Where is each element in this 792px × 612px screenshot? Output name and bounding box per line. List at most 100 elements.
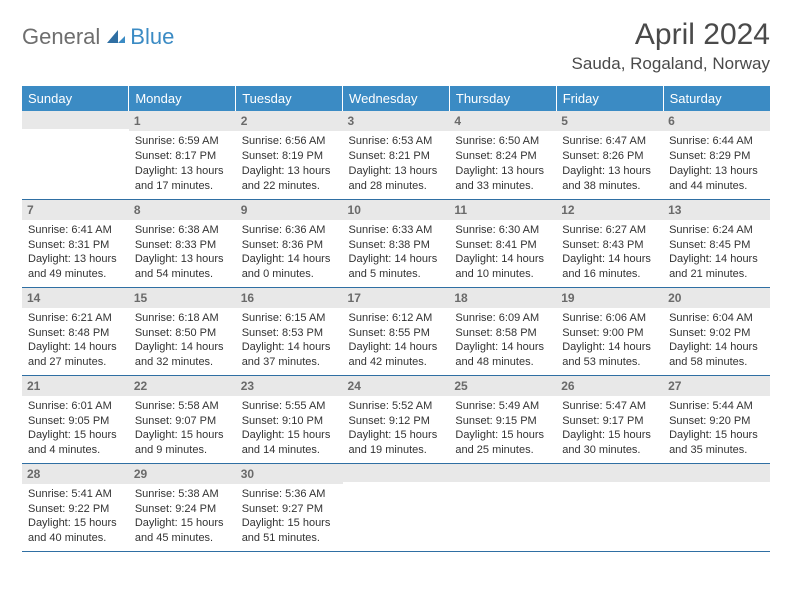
sunset-line: Sunset: 8:21 PM [349,149,444,164]
day-number: 11 [449,200,556,220]
sunrise-line: Sunrise: 6:06 AM [562,311,657,326]
day-number: 5 [556,111,663,131]
sunrise-line: Sunrise: 6:30 AM [455,223,550,238]
sunset-line: Sunset: 9:20 PM [669,414,764,429]
sunrise-line: Sunrise: 6:36 AM [242,223,337,238]
daylight-line: Daylight: 13 hours and 22 minutes. [242,164,337,194]
day-number: 25 [449,376,556,396]
sunset-line: Sunset: 8:41 PM [455,238,550,253]
calendar-day-cell: 2Sunrise: 6:56 AMSunset: 8:19 PMDaylight… [236,111,343,199]
sunset-line: Sunset: 9:15 PM [455,414,550,429]
sunset-line: Sunset: 8:29 PM [669,149,764,164]
sunrise-line: Sunrise: 5:49 AM [455,399,550,414]
day-number: 8 [129,200,236,220]
calendar-body: 1Sunrise: 6:59 AMSunset: 8:17 PMDaylight… [22,111,770,551]
day-number: 27 [663,376,770,396]
empty-day-bar [556,464,663,482]
sunset-line: Sunset: 8:43 PM [562,238,657,253]
sunset-line: Sunset: 9:12 PM [349,414,444,429]
sunset-line: Sunset: 9:22 PM [28,502,123,517]
daylight-line: Daylight: 14 hours and 10 minutes. [455,252,550,282]
sunset-line: Sunset: 8:58 PM [455,326,550,341]
daylight-line: Daylight: 15 hours and 45 minutes. [135,516,230,546]
day-number: 6 [663,111,770,131]
calendar-week-row: 21Sunrise: 6:01 AMSunset: 9:05 PMDayligh… [22,375,770,463]
daylight-line: Daylight: 13 hours and 28 minutes. [349,164,444,194]
calendar-day-cell: 5Sunrise: 6:47 AMSunset: 8:26 PMDaylight… [556,111,663,199]
empty-day-bar [449,464,556,482]
daylight-line: Daylight: 14 hours and 48 minutes. [455,340,550,370]
day-number: 20 [663,288,770,308]
daylight-line: Daylight: 13 hours and 38 minutes. [562,164,657,194]
calendar-day-cell [22,111,129,199]
calendar-day-cell: 19 Sunrise: 6:06 AMSunset: 9:00 PMDayligh… [556,287,663,375]
day-number: 24 [343,376,450,396]
sunrise-line: Sunrise: 5:41 AM [28,487,123,502]
day-number: 23 [236,376,343,396]
sunset-line: Sunset: 9:10 PM [242,414,337,429]
day-number: 9 [236,200,343,220]
daylight-line: Daylight: 14 hours and 0 minutes. [242,252,337,282]
calendar-day-cell: 18Sunrise: 6:09 AMSunset: 8:58 PMDayligh… [449,287,556,375]
sunset-line: Sunset: 8:31 PM [28,238,123,253]
day-number: 10 [343,200,450,220]
daylight-line: Daylight: 14 hours and 53 minutes. [562,340,657,370]
calendar-week-row: 14Sunrise: 6:21 AMSunset: 8:48 PMDayligh… [22,287,770,375]
daylight-line: Daylight: 14 hours and 21 minutes. [669,252,764,282]
sunrise-line: Sunrise: 6:56 AM [242,134,337,149]
calendar-week-row: 7Sunrise: 6:41 AMSunset: 8:31 PMDaylight… [22,199,770,287]
calendar-day-cell [449,463,556,551]
sunset-line: Sunset: 8:38 PM [349,238,444,253]
empty-day-bar [22,111,129,129]
calendar-day-cell: 3Sunrise: 6:53 AMSunset: 8:21 PMDaylight… [343,111,450,199]
day-number: 2 [236,111,343,131]
calendar-day-cell: 17Sunrise: 6:12 AMSunset: 8:55 PMDayligh… [343,287,450,375]
sunset-line: Sunset: 8:45 PM [669,238,764,253]
day-number: 1 [129,111,236,131]
calendar-day-cell: 29Sunrise: 5:38 AMSunset: 9:24 PMDayligh… [129,463,236,551]
daylight-line: Daylight: 15 hours and 14 minutes. [242,428,337,458]
weekday-header: Thursday [449,86,556,111]
daylight-line: Daylight: 15 hours and 30 minutes. [562,428,657,458]
daylight-line: Daylight: 14 hours and 58 minutes. [669,340,764,370]
daylight-line: Daylight: 14 hours and 16 minutes. [562,252,657,282]
daylight-line: Daylight: 14 hours and 5 minutes. [349,252,444,282]
daylight-line: Daylight: 15 hours and 51 minutes. [242,516,337,546]
daylight-line: Daylight: 15 hours and 25 minutes. [455,428,550,458]
sunrise-line: Sunrise: 6:04 AM [669,311,764,326]
calendar-day-cell: 10Sunrise: 6:33 AMSunset: 8:38 PMDayligh… [343,199,450,287]
day-number: 28 [22,464,129,484]
calendar-day-cell: 21Sunrise: 6:01 AMSunset: 9:05 PMDayligh… [22,375,129,463]
sunrise-line: Sunrise: 6:50 AM [455,134,550,149]
sunset-line: Sunset: 8:48 PM [28,326,123,341]
title-block: April 2024 Sauda, Rogaland, Norway [572,18,770,74]
calendar-day-cell: 11 Sunrise: 6:30 AMSunset: 8:41 PMDayligh… [449,199,556,287]
sunset-line: Sunset: 8:36 PM [242,238,337,253]
sunset-line: Sunset: 9:27 PM [242,502,337,517]
day-number: 29 [129,464,236,484]
day-number: 14 [22,288,129,308]
calendar-day-cell: 28Sunrise: 5:41 AMSunset: 9:22 PMDayligh… [22,463,129,551]
weekday-header: Sunday [22,86,129,111]
month-title: April 2024 [572,18,770,52]
day-number: 19 [556,288,663,308]
sunrise-line: Sunrise: 5:52 AM [349,399,444,414]
sunrise-line: Sunrise: 6:12 AM [349,311,444,326]
calendar-day-cell: 1Sunrise: 6:59 AMSunset: 8:17 PMDaylight… [129,111,236,199]
calendar-day-cell [343,463,450,551]
calendar-day-cell: 7Sunrise: 6:41 AMSunset: 8:31 PMDaylight… [22,199,129,287]
logo-text-blue: Blue [130,24,174,50]
sunset-line: Sunset: 8:33 PM [135,238,230,253]
daylight-line: Daylight: 13 hours and 17 minutes. [135,164,230,194]
daylight-line: Daylight: 15 hours and 9 minutes. [135,428,230,458]
calendar-day-cell [556,463,663,551]
sunset-line: Sunset: 9:00 PM [562,326,657,341]
calendar-day-cell: 16Sunrise: 6:15 AMSunset: 8:53 PMDayligh… [236,287,343,375]
daylight-line: Daylight: 14 hours and 27 minutes. [28,340,123,370]
calendar-day-cell: 4Sunrise: 6:50 AMSunset: 8:24 PMDaylight… [449,111,556,199]
sunrise-line: Sunrise: 6:21 AM [28,311,123,326]
sunset-line: Sunset: 9:17 PM [562,414,657,429]
sunset-line: Sunset: 9:24 PM [135,502,230,517]
day-number: 4 [449,111,556,131]
sunset-line: Sunset: 8:26 PM [562,149,657,164]
